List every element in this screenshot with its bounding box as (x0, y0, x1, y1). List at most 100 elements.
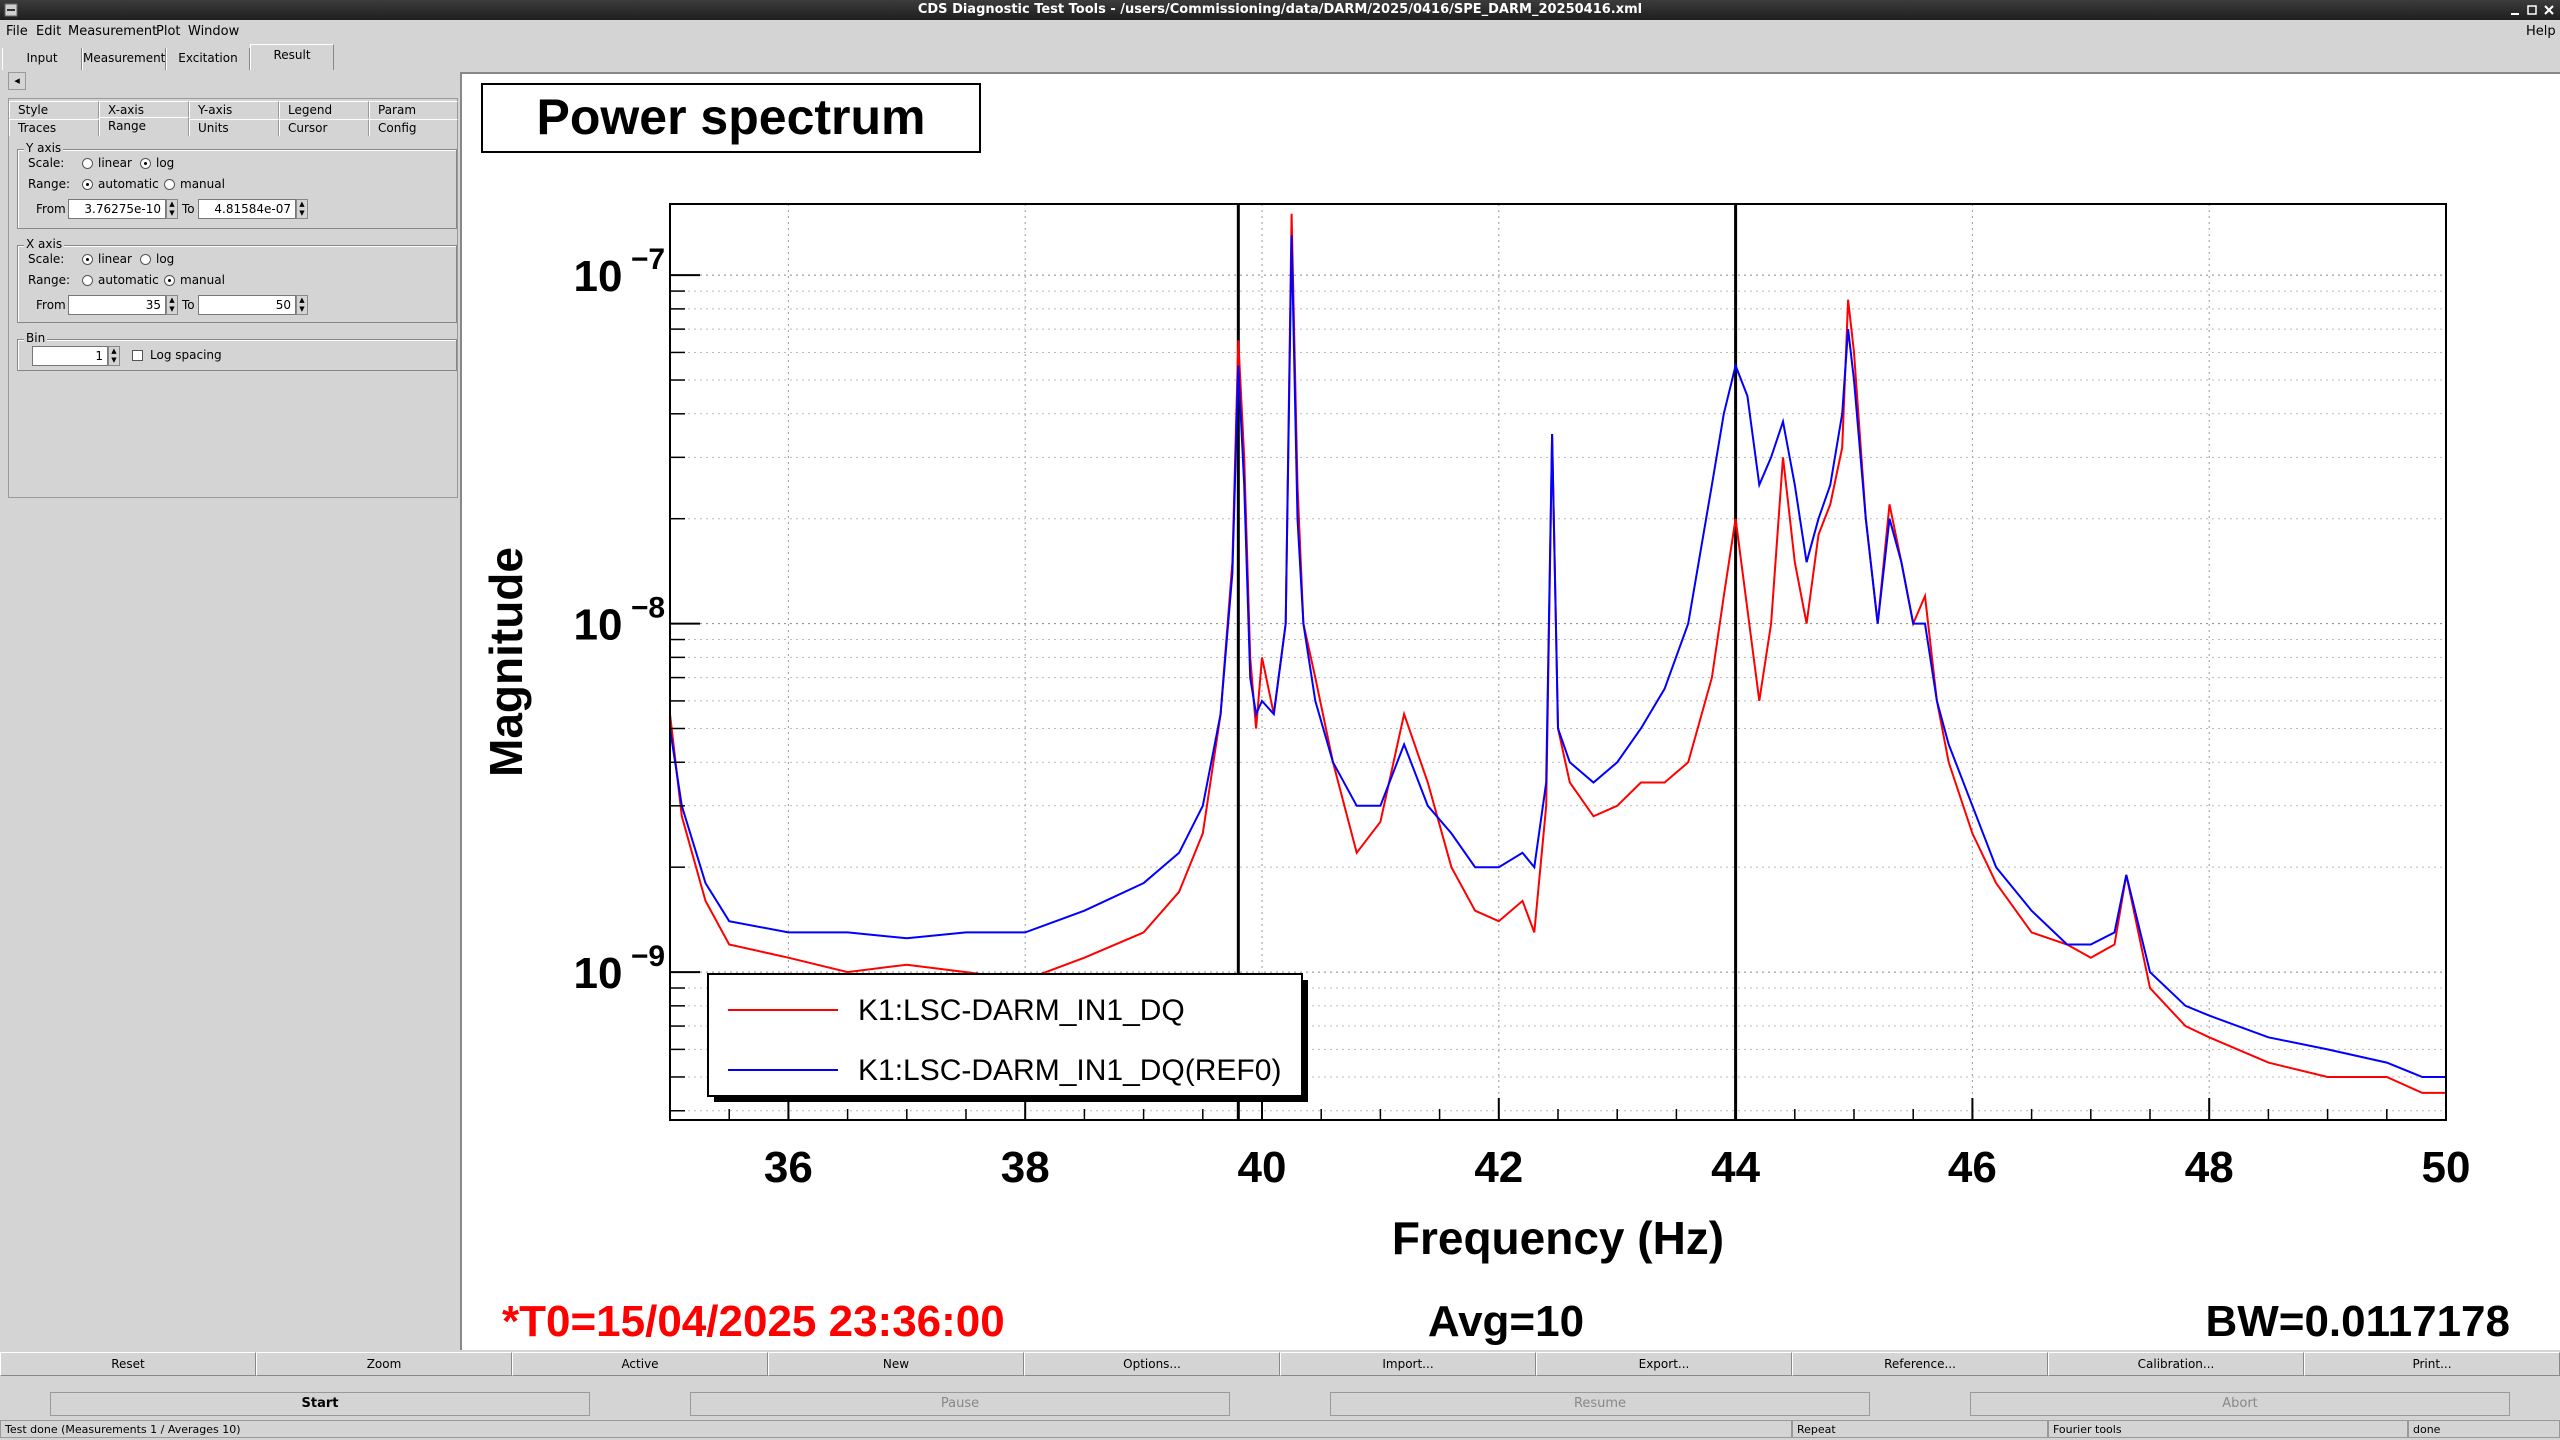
x-from-input[interactable]: 35 (68, 295, 166, 315)
x-range-manual-radio[interactable] (164, 275, 175, 286)
tab-result[interactable]: Result (250, 44, 334, 70)
y-tick-exponent: −8 (631, 592, 665, 625)
abort-button[interactable]: Abort (1970, 1392, 2510, 1416)
window-title: CDS Diagnostic Test Tools - /users/Commi… (917, 2, 1643, 17)
collapse-panel-button[interactable]: ◂ (8, 72, 26, 90)
avg-label: Avg=10 (1428, 1297, 1584, 1346)
subtab-traces[interactable]: Traces (9, 119, 99, 136)
tab-input[interactable]: Input (2, 48, 82, 70)
x-scale-log-radio[interactable] (140, 254, 151, 265)
y-from-spinner[interactable]: ▲ ▼ (166, 199, 178, 219)
y-scale-log-radio[interactable] (140, 158, 151, 169)
subtab-y-axis[interactable]: Y-axis (189, 101, 279, 118)
maximize-icon[interactable] (2525, 3, 2539, 17)
log-spacing-label: Log spacing (150, 348, 222, 362)
y-to-spinner[interactable]: ▲ ▼ (296, 199, 308, 219)
subtab-units[interactable]: Units (189, 119, 279, 136)
x-scale-log-label: log (156, 252, 175, 266)
status-bar: Test done (Measurements 1 / Averages 10)… (0, 1420, 2560, 1440)
subtab-range[interactable]: Range (99, 117, 189, 136)
menu-plot[interactable]: Plot (156, 24, 181, 39)
plot-canvas[interactable]: Power spectrum 36 38 40 42 44 46 48 50 10 −9 10 −8 1… (460, 72, 2560, 1350)
legend-box (707, 973, 1303, 1097)
y-scale-label: Scale: (28, 156, 65, 170)
y-to-input[interactable]: 4.81584e-07 (198, 199, 296, 219)
y-scale-log-label: log (156, 156, 175, 170)
menu-edit[interactable]: Edit (36, 24, 62, 39)
subtab-param[interactable]: Param (369, 101, 458, 118)
x-axis-label: Frequency (Hz) (1392, 1212, 1724, 1264)
menu-bar: File Edit Measurement Plot Window Help (0, 20, 2560, 44)
y-tick-label: 10 (574, 601, 623, 650)
control-button-bar: Start Pause Resume Abort (0, 1392, 2560, 1416)
collapse-arrow-icon: ◂ (14, 74, 20, 87)
x-from-spinner[interactable]: ▲ ▼ (166, 295, 178, 315)
t0-label: *T0=15/04/2025 23:36:00 (502, 1297, 1005, 1346)
subtab-legend[interactable]: Legend (279, 101, 369, 118)
menu-help[interactable]: Help (2526, 24, 2556, 39)
x-to-input[interactable]: 50 (198, 295, 296, 315)
y-tick-exponent: −7 (631, 243, 665, 276)
subtab-cursor[interactable]: Cursor (279, 119, 369, 136)
main-tabs: Input Measurement Excitation Result (0, 44, 2560, 70)
x-tick-label: 38 (1001, 1143, 1050, 1192)
x-scale-linear-radio[interactable] (82, 254, 93, 265)
x-axis-group: X axis Scale: linear log Range: automati… (17, 237, 457, 323)
bin-input[interactable]: 1 (32, 346, 108, 366)
minimize-icon[interactable] (2508, 3, 2522, 17)
menu-file[interactable]: File (6, 24, 28, 39)
x-to-spinner[interactable]: ▲ ▼ (296, 295, 308, 315)
x-tick-label: 36 (764, 1143, 813, 1192)
x-range-automatic-radio[interactable] (82, 275, 93, 286)
x-tick-label: 42 (1474, 1143, 1523, 1192)
plot-title-box (481, 83, 981, 153)
start-button[interactable]: Start (50, 1392, 590, 1416)
plot-button-export[interactable]: Export... (1536, 1352, 1792, 1376)
subtab-x-axis[interactable]: X-axis (99, 101, 189, 118)
tab-measurement[interactable]: Measurement (82, 48, 166, 70)
subtab-style[interactable]: Style (9, 101, 99, 118)
plot-button-reset[interactable]: Reset (0, 1352, 256, 1376)
y-to-label: To (182, 202, 195, 216)
menu-window[interactable]: Window (188, 24, 240, 39)
y-tick-label: 10 (574, 949, 623, 998)
y-from-input[interactable]: 3.76275e-10 (68, 199, 166, 219)
series-line-1 (669, 213, 2446, 1094)
plot-button-print[interactable]: Print... (2304, 1352, 2560, 1376)
bin-group: Bin 1 ▲ ▼ Log spacing (17, 331, 457, 371)
plot-button-reference[interactable]: Reference... (1792, 1352, 2048, 1376)
y-scale-linear-radio[interactable] (82, 158, 93, 169)
bw-label: BW=0.0117178 (2205, 1297, 2510, 1346)
resume-button[interactable]: Resume (1330, 1392, 1870, 1416)
pause-button[interactable]: Pause (690, 1392, 1230, 1416)
y-range-manual-radio[interactable] (164, 179, 175, 190)
x-tick-label: 50 (2422, 1143, 2471, 1192)
y-range-automatic-radio[interactable] (82, 179, 93, 190)
plot-button-active[interactable]: Active (512, 1352, 768, 1376)
window-title-bar: CDS Diagnostic Test Tools - /users/Commi… (0, 0, 2560, 20)
x-range-manual-label: manual (180, 273, 225, 287)
plot-button-new[interactable]: New (768, 1352, 1024, 1376)
legend-entry-2: K1:LSC-DARM_IN1_DQ(REF0) (858, 1054, 1281, 1087)
subtab-config[interactable]: Config (369, 119, 458, 136)
plot-button-zoom[interactable]: Zoom (256, 1352, 512, 1376)
status-repeat: Repeat (1792, 1420, 2048, 1438)
x-range-automatic-label: automatic (98, 273, 159, 287)
plot-button-calibration[interactable]: Calibration... (2048, 1352, 2304, 1376)
status-state: done (2408, 1420, 2560, 1438)
window-menu-icon[interactable] (4, 3, 18, 17)
log-spacing-checkbox[interactable] (132, 350, 143, 361)
status-fourier-tools: Fourier tools (2048, 1420, 2408, 1438)
options-panel: Style X-axis Y-axis Legend Param Traces … (8, 98, 458, 498)
x-scale-label: Scale: (28, 252, 65, 266)
close-icon[interactable] (2542, 3, 2556, 17)
bin-spinner[interactable]: ▲ ▼ (108, 346, 120, 366)
tab-excitation[interactable]: Excitation (166, 48, 250, 70)
y-range-label: Range: (28, 177, 71, 191)
plot-button-import[interactable]: Import... (1280, 1352, 1536, 1376)
plot-button-options[interactable]: Options... (1024, 1352, 1280, 1376)
menu-measurement[interactable]: Measurement (68, 24, 158, 39)
x-axis-group-title: X axis (24, 237, 65, 251)
x-tick-label: 46 (1948, 1143, 1997, 1192)
